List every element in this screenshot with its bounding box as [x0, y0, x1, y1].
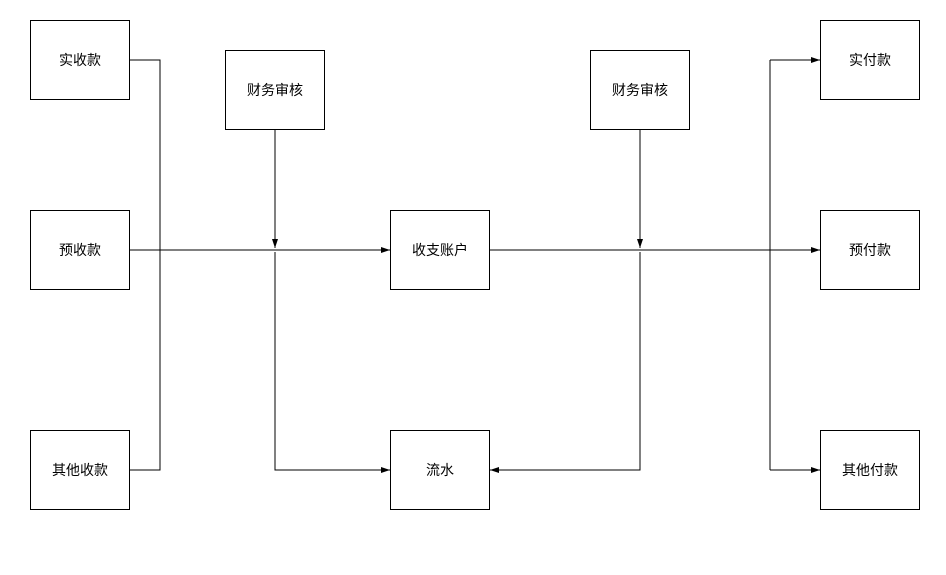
node-label: 实付款	[849, 50, 891, 70]
node-other-receipt: 其他收款	[30, 430, 130, 510]
node-label: 财务审核	[612, 80, 668, 100]
node-account: 收支账户	[390, 210, 490, 290]
node-flow: 流水	[390, 430, 490, 510]
node-advance-payment: 预付款	[820, 210, 920, 290]
node-actual-payment: 实付款	[820, 20, 920, 100]
node-label: 预收款	[59, 240, 101, 260]
node-label: 其他收款	[52, 460, 108, 480]
node-finance-review-left: 财务审核	[225, 50, 325, 130]
node-label: 预付款	[849, 240, 891, 260]
node-label: 收支账户	[412, 240, 468, 260]
diagram-canvas: 实收款 预收款 其他收款 财务审核 收支账户 流水 财务审核 实付款 预付款 其…	[0, 0, 946, 575]
node-finance-review-right: 财务审核	[590, 50, 690, 130]
node-advance-receipt: 预收款	[30, 210, 130, 290]
node-actual-receipt: 实收款	[30, 20, 130, 100]
node-label: 其他付款	[842, 460, 898, 480]
node-label: 流水	[426, 460, 454, 480]
node-label: 财务审核	[247, 80, 303, 100]
node-label: 实收款	[59, 50, 101, 70]
node-other-payment: 其他付款	[820, 430, 920, 510]
